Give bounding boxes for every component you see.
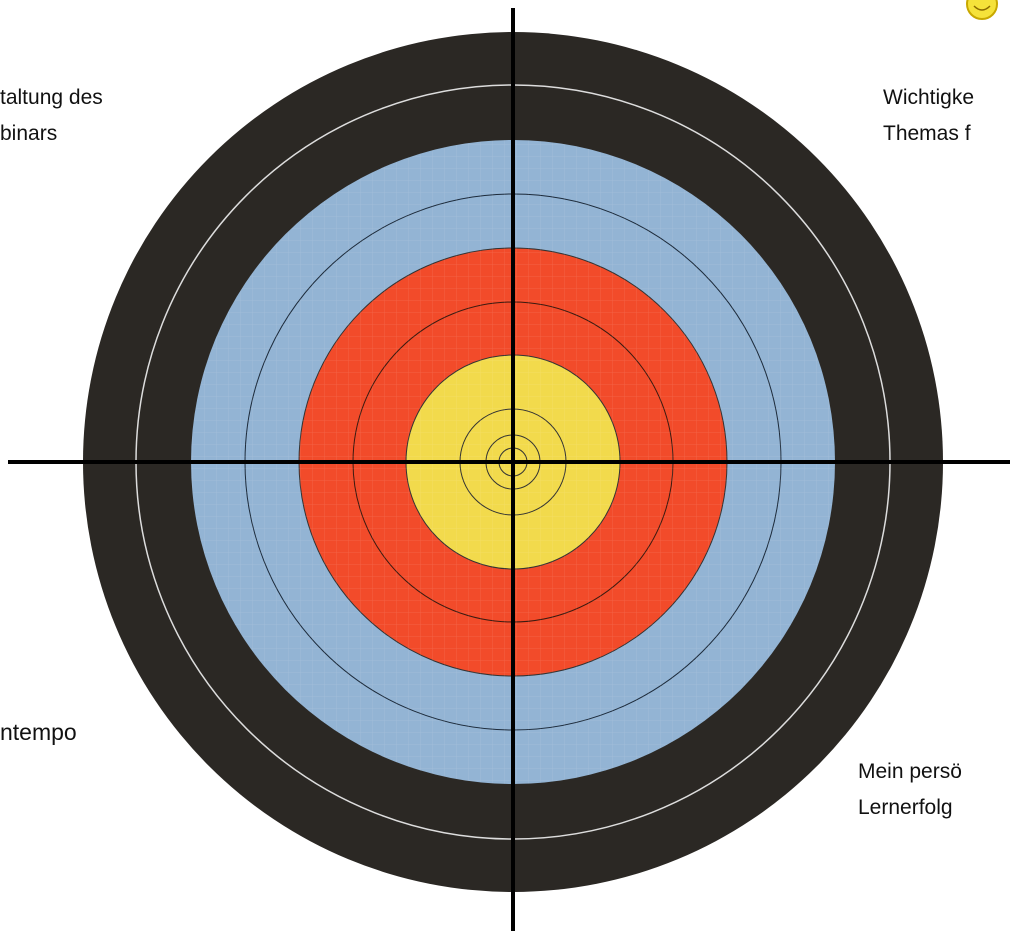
label-line: ntempo (0, 719, 77, 745)
label-line: Wichtigke (883, 86, 975, 109)
label-top-right: Wichtigke Themas f (883, 80, 974, 152)
label-line: binars (0, 122, 58, 145)
label-top-left: taltung des binars (0, 80, 103, 152)
label-line: Themas f (883, 122, 971, 145)
label-line: Mein persö (858, 760, 962, 783)
label-line: taltung des (0, 86, 103, 109)
label-line: Lernerfolg (858, 796, 953, 819)
label-bottom-left: ntempo (0, 714, 77, 750)
smiley (966, 0, 998, 20)
label-bottom-right: Mein persö Lernerfolg (858, 754, 962, 826)
